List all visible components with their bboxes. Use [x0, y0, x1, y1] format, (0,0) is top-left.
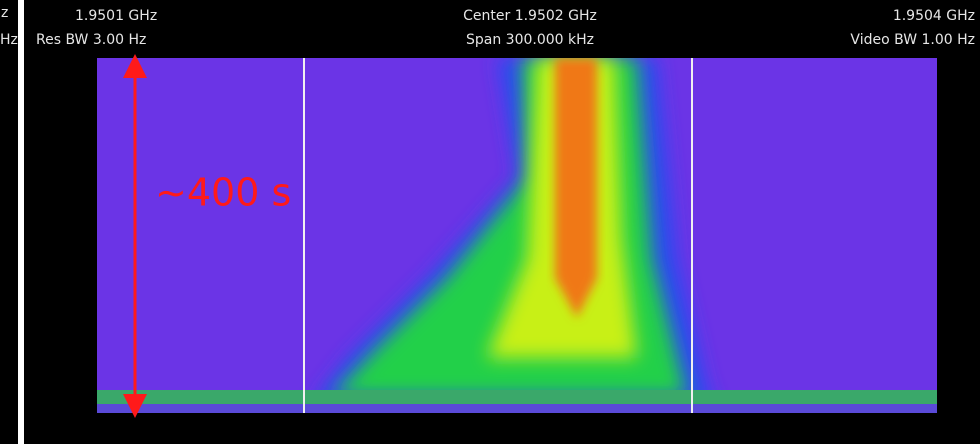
span: Span 300.000 kHz — [466, 32, 594, 48]
edge-label: Hz — [0, 32, 18, 48]
start-frequency: 1.9501 GHz — [75, 8, 157, 24]
bottom-band — [97, 390, 937, 404]
time-annotation: ~400 s — [155, 171, 291, 215]
video-bandwidth: Video BW 1.00 Hz — [850, 32, 975, 48]
separator — [18, 0, 24, 444]
resolution-bandwidth: Res BW 3.00 Hz — [36, 32, 146, 48]
stop-frequency: 1.9504 GHz — [893, 8, 975, 24]
bottom-band-edge — [97, 404, 937, 413]
center-frequency: Center 1.9502 GHz — [463, 8, 597, 24]
spectrogram — [97, 58, 937, 413]
edge-label: z — [1, 5, 8, 21]
signal-red — [555, 58, 597, 318]
